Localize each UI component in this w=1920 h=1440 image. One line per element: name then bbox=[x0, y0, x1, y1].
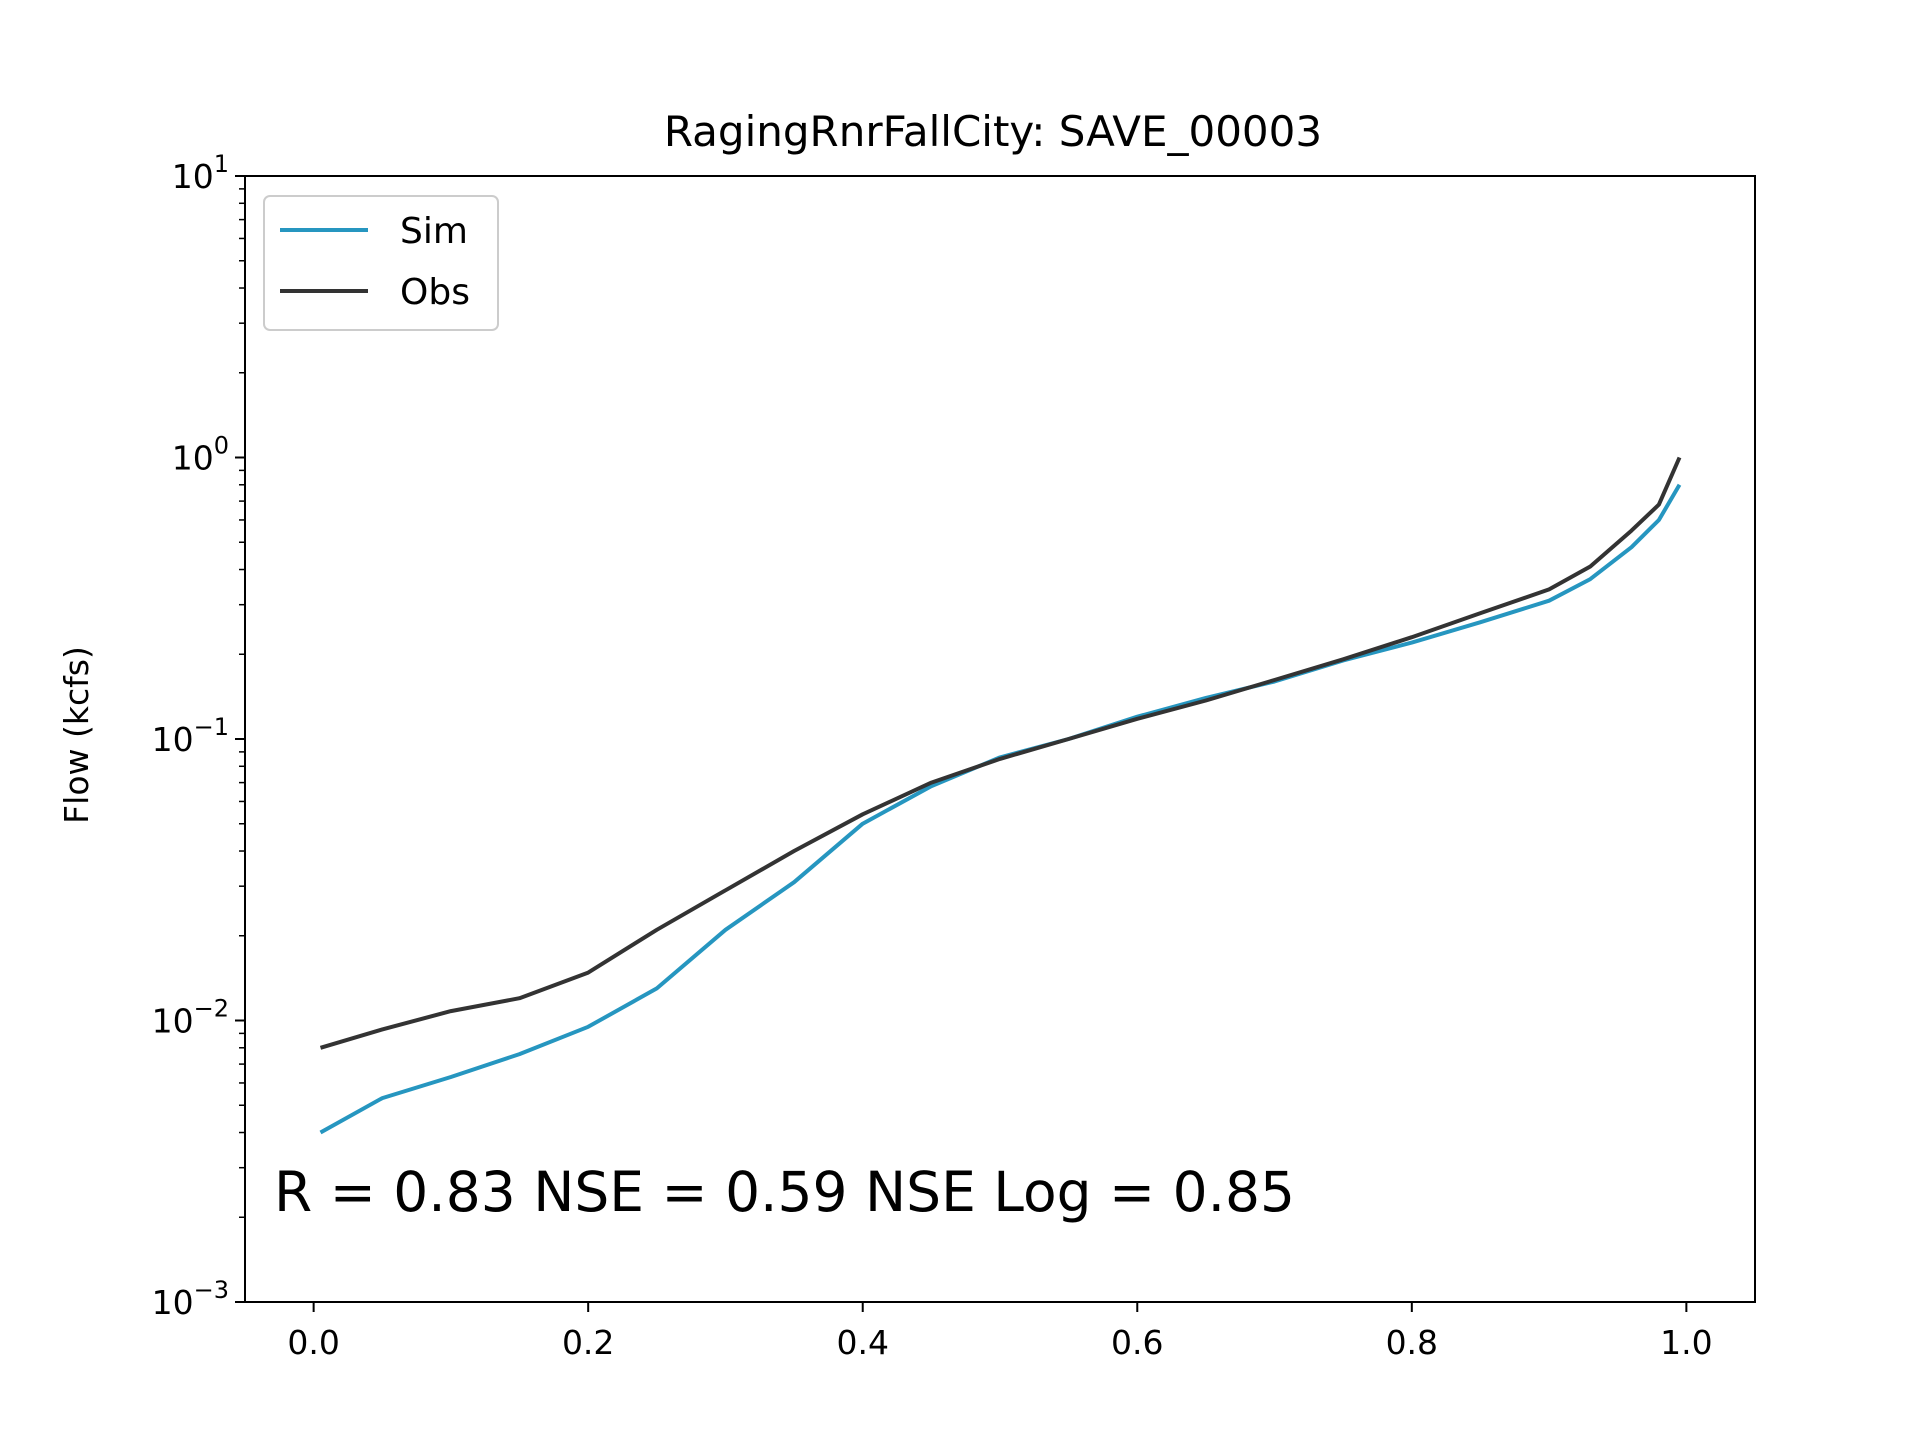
y-tick-base: 10 bbox=[172, 439, 214, 478]
x-tick-label: 0.0 bbox=[287, 1323, 339, 1362]
x-tick-label: 0.6 bbox=[1111, 1323, 1163, 1362]
y-tick-label: 101 bbox=[172, 150, 229, 196]
y-tick-exponent: −1 bbox=[194, 713, 229, 741]
y-axis-label: Flow (kcfs) bbox=[57, 646, 96, 824]
x-tick-label: 0.8 bbox=[1386, 1323, 1438, 1362]
y-tick-exponent: 1 bbox=[214, 150, 229, 178]
legend: Sim Obs bbox=[263, 195, 499, 331]
y-tick-exponent: −3 bbox=[194, 1276, 229, 1304]
y-tick-label: 10−3 bbox=[152, 1276, 229, 1322]
x-tick-label: 0.2 bbox=[562, 1323, 614, 1362]
legend-label: Sim bbox=[400, 211, 468, 252]
chart-title: RagingRnrFallCity: SAVE_00003 bbox=[664, 107, 1322, 156]
y-tick-base: 10 bbox=[152, 1002, 194, 1041]
legend-entry-obs: Obs bbox=[280, 272, 470, 313]
x-axis: 0.0 0.2 0.4 0.6 0.8 1.0 bbox=[287, 1302, 1713, 1362]
legend-entry-sim: Sim bbox=[280, 211, 468, 252]
x-tick-label: 0.4 bbox=[836, 1323, 888, 1362]
y-tick-label: 10−2 bbox=[152, 995, 229, 1041]
y-tick-exponent: 0 bbox=[214, 432, 229, 460]
y-tick-base: 10 bbox=[152, 1283, 194, 1322]
y-tick-label: 100 bbox=[172, 432, 229, 478]
y-tick-exponent: −2 bbox=[194, 995, 229, 1023]
y-tick-label: 10−1 bbox=[152, 713, 229, 759]
series-line-obs bbox=[319, 456, 1682, 1050]
y-tick-base: 10 bbox=[152, 720, 194, 759]
stats-annotation: R = 0.83 NSE = 0.59 NSE Log = 0.85 bbox=[274, 1160, 1295, 1224]
x-tick-label: 1.0 bbox=[1660, 1323, 1712, 1362]
y-tick-base: 10 bbox=[172, 157, 214, 196]
legend-label: Obs bbox=[400, 272, 470, 313]
series-layer bbox=[319, 456, 1682, 1135]
